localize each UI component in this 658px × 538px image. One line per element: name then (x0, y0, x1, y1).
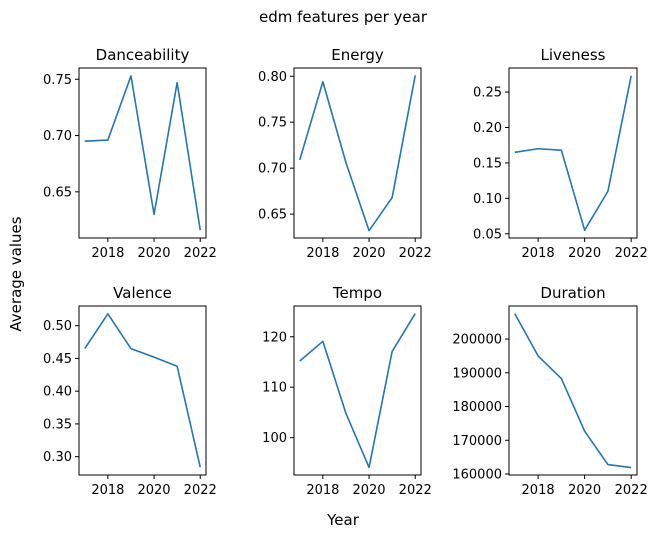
x-tick-label: 2022 (399, 246, 432, 261)
x-tick-label: 2020 (568, 246, 601, 261)
plot-frame (293, 305, 422, 476)
x-tick-label: 2022 (184, 246, 217, 261)
y-tick-label: 110 (262, 381, 287, 396)
x-tick-label: 2018 (522, 246, 555, 261)
y-axis-label: Average values (7, 216, 25, 331)
y-tick-label: 0.35 (43, 417, 72, 432)
y-tick-label: 0.75 (258, 116, 287, 131)
plot-frame (508, 67, 638, 239)
series-line (84, 313, 202, 468)
x-tick-label: 2018 (306, 246, 339, 261)
subplot-energy: Energy 2018 2020 2022 0.65 0.70 0.75 0.80 (258, 46, 432, 261)
y-tick-label: 0.65 (43, 185, 72, 200)
x-tick-label: 2020 (137, 246, 170, 261)
subplot-title: Danceability (96, 46, 190, 64)
series-line (299, 313, 416, 469)
x-axis-label: Year (326, 511, 360, 529)
x-tick-label: 2022 (184, 483, 217, 498)
series-line (299, 75, 417, 232)
y-tick-label: 0.70 (258, 162, 287, 177)
series-line (514, 313, 632, 469)
y-tick-label: 0.75 (43, 73, 72, 88)
y-tick-label: 0.10 (473, 192, 502, 207)
series-line (514, 75, 632, 232)
y-tick-label: 200000 (452, 333, 502, 348)
series-line (84, 75, 202, 231)
subplot-valence: Valence 2018 2020 2022 0.30 0.35 0.40 0.45 0.50 (43, 284, 217, 498)
y-tick-label: 120 (262, 330, 287, 345)
subplot-danceability: Danceability 2018 2020 2022 0.65 0.70 0.75 (43, 46, 217, 261)
y-tick-label: 0.50 (43, 319, 72, 334)
x-tick-label: 2020 (352, 483, 385, 498)
subplot-title: Tempo (332, 284, 382, 302)
plot-frame (508, 305, 638, 476)
subplot-tempo: Tempo 2018 2020 2022 100 110 120 (262, 284, 432, 498)
y-tick-label: 0.15 (473, 156, 502, 171)
subplot-duration: Duration 2018 2020 2022 160000 170000 180000 19… (452, 284, 647, 498)
y-tick-label: 160000 (452, 467, 502, 482)
y-tick-label: 0.65 (258, 208, 287, 223)
subplot-title: Valence (113, 284, 172, 302)
y-tick-label: 0.80 (258, 70, 287, 85)
plot-frame (293, 67, 422, 239)
subplot-title: Energy (331, 46, 384, 64)
y-tick-label: 170000 (452, 434, 502, 449)
x-tick-label: 2020 (137, 483, 170, 498)
plot-frame (78, 305, 207, 476)
x-tick-label: 2018 (91, 246, 124, 261)
y-tick-label: 0.30 (43, 450, 72, 465)
subplot-liveness: Liveness 2018 2020 2022 0.05 0.10 0.15 0.20 0.25 (473, 46, 648, 261)
x-tick-label: 2018 (306, 483, 339, 498)
x-tick-label: 2020 (568, 483, 601, 498)
y-tick-label: 0.45 (43, 352, 72, 367)
y-tick-label: 0.70 (43, 129, 72, 144)
subplot-title: Liveness (541, 46, 606, 64)
x-tick-label: 2018 (522, 483, 555, 498)
figure-title: edm features per year (259, 8, 428, 26)
y-tick-label: 0.25 (473, 86, 502, 101)
y-tick-label: 100 (262, 431, 287, 446)
y-tick-label: 180000 (452, 400, 502, 415)
x-tick-label: 2022 (399, 483, 432, 498)
y-tick-label: 190000 (452, 366, 502, 381)
x-tick-label: 2022 (615, 246, 648, 261)
x-tick-label: 2022 (615, 483, 648, 498)
x-tick-label: 2020 (352, 246, 385, 261)
subplot-title: Duration (540, 284, 605, 302)
x-tick-label: 2018 (91, 483, 124, 498)
plot-frame (78, 67, 207, 239)
y-tick-label: 0.05 (473, 227, 502, 242)
y-tick-label: 0.20 (473, 121, 502, 136)
y-tick-label: 0.40 (43, 385, 72, 400)
